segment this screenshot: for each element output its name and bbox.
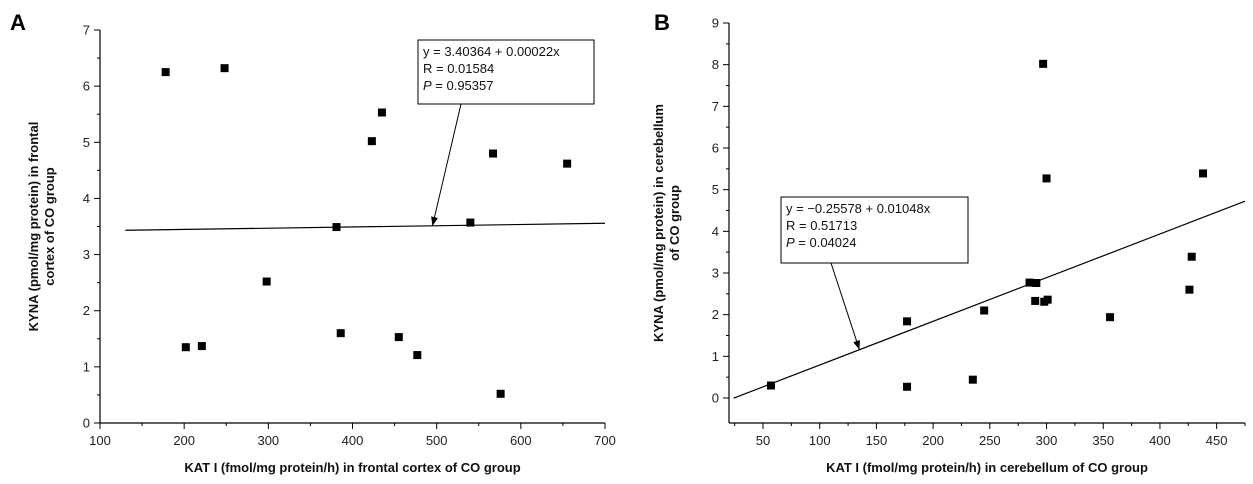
x-axis-title: KAT I (fmol/mg protein/h) in cerebellum … [826, 460, 1148, 475]
y-tick-label: 0 [712, 391, 719, 406]
annotation-box [417, 39, 595, 105]
data-point [336, 329, 345, 338]
annotation-box [780, 196, 969, 264]
annotation-line: y = 3.40364 + 0.00022x [423, 44, 560, 59]
y-tick-label: 4 [83, 191, 90, 206]
panel-label: A [10, 10, 26, 35]
annotation-p-value: = 0.95357 [432, 78, 494, 93]
x-tick-label: 400 [342, 433, 364, 448]
annotation-p-symbol: P [423, 78, 432, 93]
data-point [1185, 285, 1194, 294]
y-axis-title: KYNA (pmol/mg protein) in cerebellumof C… [651, 104, 682, 342]
x-tick-label: 400 [1149, 433, 1171, 448]
x-tick-label: 200 [173, 433, 195, 448]
y-tick-label: 7 [712, 99, 719, 114]
data-point [332, 223, 341, 232]
data-point [197, 342, 206, 351]
data-point [903, 382, 912, 391]
annotation-p-value: = 0.04024 [795, 235, 857, 250]
y-tick-label: 3 [83, 247, 90, 262]
x-tick-label: 500 [426, 433, 448, 448]
data-point [968, 375, 977, 384]
annotation-p-symbol: P [786, 235, 795, 250]
data-point [1031, 296, 1040, 305]
annotation-line: y = −0.25578 + 0.01048x [786, 201, 931, 216]
data-point [262, 277, 271, 286]
annotation-arrow [830, 262, 860, 350]
x-axis-title: KAT I (fmol/mg protein/h) in frontal cor… [184, 460, 520, 475]
data-point [1187, 252, 1196, 261]
data-point [377, 108, 386, 117]
x-tick-label: 100 [89, 433, 111, 448]
data-point [466, 218, 475, 227]
y-tick-label: 8 [712, 57, 719, 72]
x-tick-label: 350 [1092, 433, 1114, 448]
y-axis-title: KYNA (pmol/mg protein) in frontalcortex … [26, 122, 57, 332]
y-tick-label: 7 [83, 23, 90, 38]
data-point [496, 389, 505, 398]
data-point [161, 68, 170, 77]
data-point [980, 306, 989, 315]
annotation-line: R = 0.01584 [423, 61, 494, 76]
y-axis-title-line: of CO group [667, 185, 682, 261]
x-tick-label: 100 [809, 433, 831, 448]
y-axis-title-line: KYNA (pmol/mg protein) in frontal [26, 122, 41, 332]
panel-b: B 50 100 150 200 250 300 350 400 450 0 1 2 3 4 5 6 7 8 9 KAT… [651, 10, 1246, 475]
panel-a: A 100 200 300 400 500 600 700 0 1 2 3 4 5 6 7 KAT I (fmo… [10, 10, 616, 475]
annotation-line: P = 0.95357 [423, 78, 493, 93]
data-point [766, 381, 775, 390]
x-tick-label: 300 [1036, 433, 1058, 448]
y-tick-label: 1 [83, 359, 90, 374]
data-point [1043, 295, 1052, 304]
y-tick-label: 2 [83, 303, 90, 318]
data-point [1032, 279, 1041, 287]
y-tick-label: 6 [712, 141, 719, 156]
data-point [220, 64, 229, 73]
data-point [1039, 59, 1048, 68]
data-point [413, 351, 422, 360]
y-tick-label: 4 [712, 224, 719, 239]
data-point [181, 343, 190, 352]
x-tick-label: 50 [756, 433, 770, 448]
x-tick-label: 150 [866, 433, 888, 448]
regression-line [125, 222, 606, 231]
panel-label: B [654, 10, 670, 35]
data-point [489, 149, 498, 158]
y-tick-label: 5 [712, 182, 719, 197]
data-point [394, 333, 403, 342]
x-tick-label: 600 [510, 433, 532, 448]
y-tick-label: 2 [712, 307, 719, 322]
data-point [367, 137, 376, 146]
y-axis-title-line: KYNA (pmol/mg protein) in cerebellum [651, 104, 666, 342]
data-point [903, 317, 912, 326]
y-tick-label: 5 [83, 135, 90, 150]
data-point [563, 159, 572, 168]
x-tick-label: 200 [922, 433, 944, 448]
data-point [1106, 313, 1115, 322]
x-tick-label: 700 [594, 433, 616, 448]
y-tick-label: 1 [712, 349, 719, 364]
x-tick-label: 250 [979, 433, 1001, 448]
data-point [1199, 169, 1208, 178]
x-tick-label: 450 [1206, 433, 1228, 448]
annotation-line: R = 0.51713 [786, 218, 857, 233]
annotation-arrowhead [431, 216, 438, 226]
x-tick-label: 300 [257, 433, 279, 448]
y-tick-label: 3 [712, 266, 719, 281]
data-point [1042, 174, 1051, 183]
y-axis-title-line: cortex of CO group [42, 167, 57, 286]
data-point [1025, 278, 1034, 287]
y-tick-label: 9 [712, 16, 719, 31]
annotation-arrowhead [853, 340, 860, 350]
annotation-line: P = 0.04024 [786, 235, 856, 250]
y-tick-label: 6 [83, 79, 90, 94]
annotation-arrow [431, 103, 462, 227]
y-tick-label: 0 [83, 416, 90, 431]
regression-line [733, 200, 1246, 399]
